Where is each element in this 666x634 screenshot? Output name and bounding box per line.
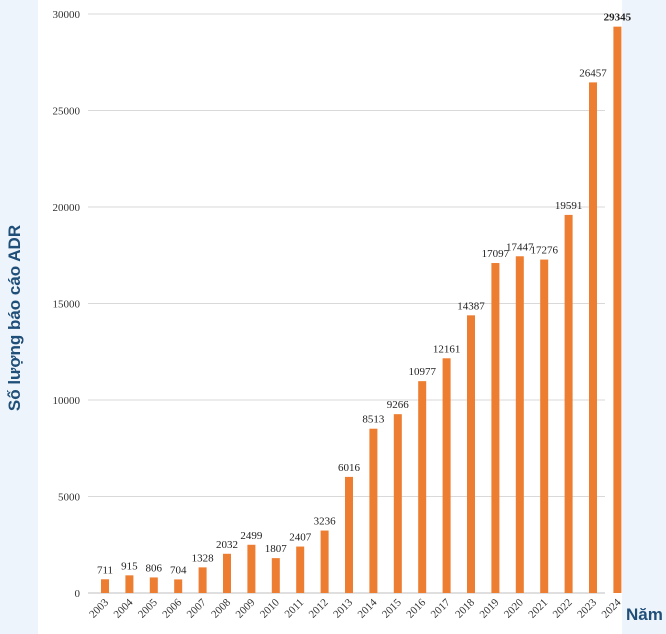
data-label: 29345 [604,12,632,24]
data-label: 17447 [506,241,534,253]
bar-2007 [198,567,207,593]
data-label: 2499 [240,530,263,542]
bar-2009 [247,544,256,593]
x-tick-label: 2004 [111,596,135,620]
bars [101,26,622,594]
data-label: 2407 [289,532,312,544]
x-tick-label: 2013 [331,596,355,620]
data-label: 12161 [433,343,461,355]
x-tick-label: 2005 [136,596,160,620]
plot-background [38,0,622,634]
x-tick-label: 2023 [575,596,599,620]
x-tick-label: 2020 [502,596,526,620]
bar-2018 [467,315,475,593]
data-label: 3236 [314,516,337,528]
y-tick-label: 15000 [53,299,81,311]
data-label: 6016 [338,462,361,474]
y-tick-label: 5000 [58,492,81,504]
y-tick-label: 0 [75,588,81,600]
bar-2014 [369,428,378,593]
x-tick-label: 2011 [283,597,307,621]
x-tick-label: 2016 [404,596,428,620]
bar-2015 [393,414,402,593]
data-label: 1328 [192,552,215,564]
bar-2010 [271,558,280,593]
y-tick-label: 20000 [53,202,81,214]
bar-2021 [540,259,549,593]
x-tick-label: 2024 [599,596,623,620]
bar-2017 [442,358,451,593]
x-tick-label: 2021 [526,597,550,621]
data-label: 2032 [216,539,238,551]
x-tick-label: 2017 [429,596,453,620]
y-tick-label: 25000 [53,106,81,118]
x-axis-ticks: 2003 2004 2005 2006 2007 2008 2009 2010 2011 2012… [87,596,624,620]
data-label: 8513 [362,414,385,426]
x-tick-label: 2008 [209,596,233,620]
bar-2016 [418,381,427,593]
bar-2012 [320,530,329,593]
bar-2023 [589,82,597,594]
data-label: 1807 [265,543,288,555]
x-tick-label: 2009 [233,596,257,620]
y-axis-label: Số lượng báo cáo ADR [5,225,24,411]
data-label: 806 [146,562,163,574]
y-tick-label: 10000 [53,395,81,407]
x-tick-label: 2006 [160,596,184,620]
x-axis-label: Năm [626,605,663,624]
data-label: 915 [121,560,138,572]
bar-2005 [149,577,158,593]
data-label: 17276 [530,245,558,257]
bar-2020 [515,256,524,593]
data-label: 10977 [408,366,436,378]
x-tick-label: 2012 [307,597,331,621]
y-axis-ticks: 0 5000 10000 15000 20000 25000 30000 [53,9,81,600]
data-label: 14387 [457,300,485,312]
bar-2008 [223,553,231,593]
x-tick-label: 2010 [258,596,282,620]
bar-2022 [564,214,573,593]
bar-2011 [296,546,305,593]
bar-2006 [174,579,183,593]
x-tick-label: 2015 [380,596,404,620]
x-tick-label: 2014 [355,596,379,620]
data-label: 26457 [579,67,607,79]
x-tick-label: 2022 [551,597,575,621]
bar-2024 [613,26,622,594]
x-tick-label: 2019 [477,596,501,620]
data-label: 19591 [555,200,583,212]
x-tick-label: 2003 [87,596,111,620]
x-tick-label: 2007 [185,596,209,620]
data-label: 704 [170,564,187,576]
bar-2004 [125,575,134,593]
bar-2003 [101,579,109,593]
data-label: 711 [97,564,113,576]
y-tick-label: 30000 [53,9,81,21]
bar-2013 [345,476,353,593]
x-tick-label: 2018 [453,596,477,620]
data-label: 17097 [482,248,510,260]
data-label: 9266 [387,399,410,411]
bar-2019 [491,263,500,593]
